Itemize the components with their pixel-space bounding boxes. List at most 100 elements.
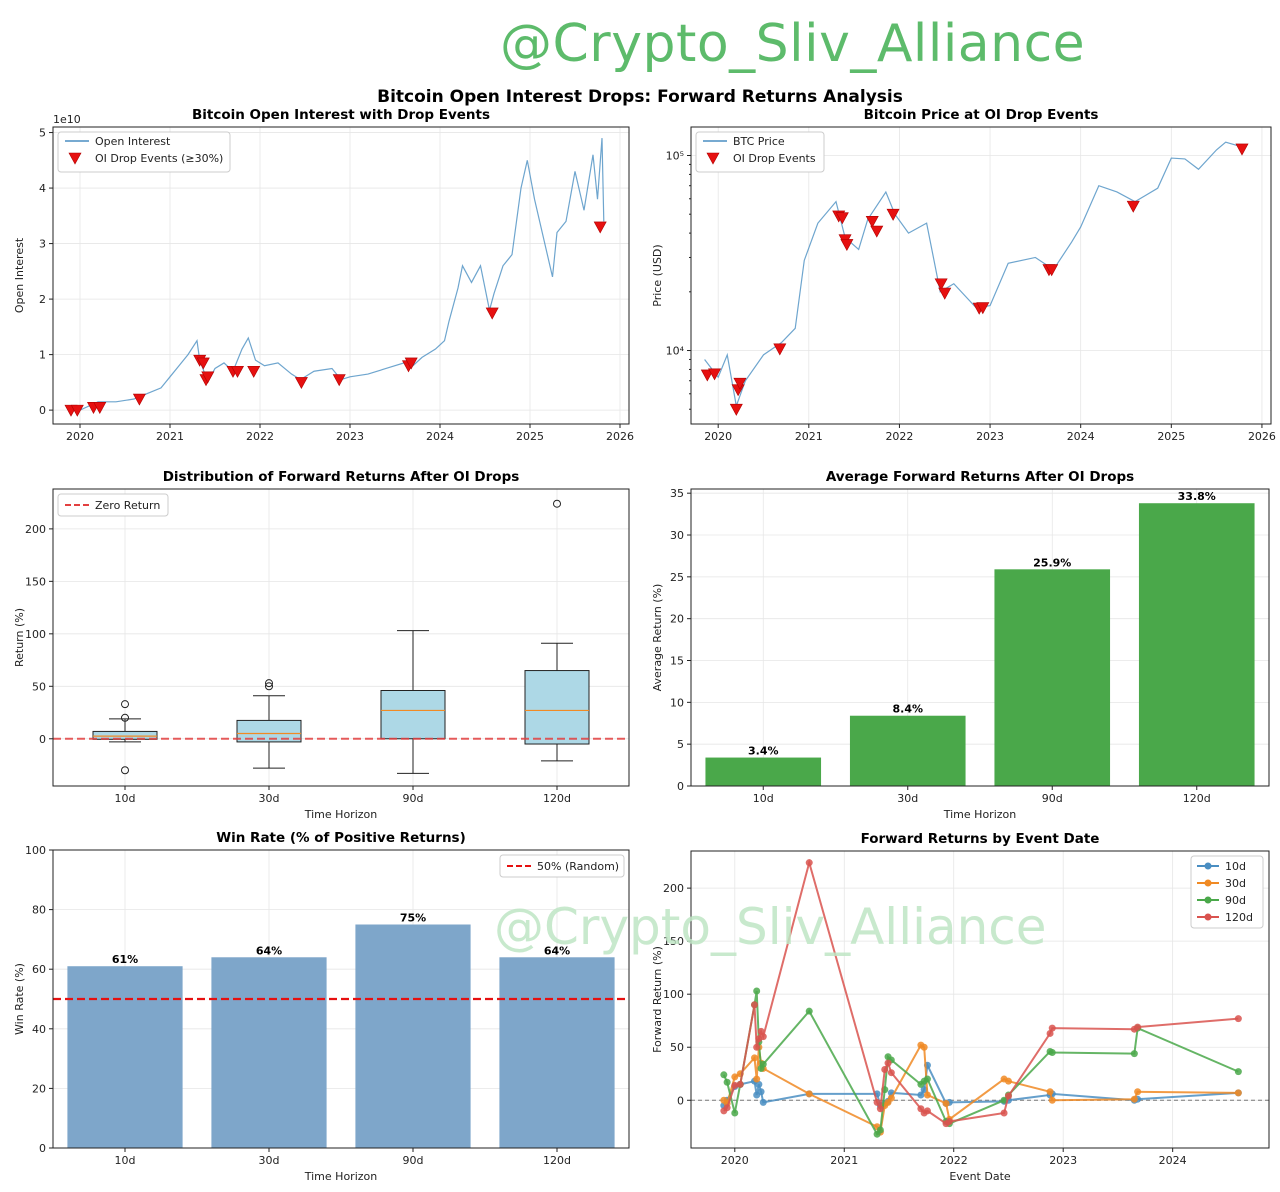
- box-iqr-box: [524, 670, 590, 745]
- win-xtick-label: 30d: [259, 1154, 280, 1167]
- win-bar-label: 64%: [256, 944, 282, 957]
- avg-xtick-label: 30d: [897, 792, 918, 805]
- event-legend: [1190, 855, 1264, 929]
- avg-ytick-label: 20: [670, 613, 684, 626]
- avg-ytick-label: 35: [670, 487, 684, 500]
- win-bar: [67, 966, 183, 1148]
- box-outlier: [121, 700, 129, 709]
- price-xtick-label: 2020: [704, 430, 732, 443]
- event-point: [720, 1071, 728, 1079]
- price-frame: [690, 126, 1272, 425]
- event-point: [753, 1043, 761, 1051]
- price-event-marker: [700, 369, 714, 382]
- price-event-marker: [840, 239, 854, 252]
- event-ytick-label: 150: [663, 935, 684, 948]
- win-xtick-label: 10d: [115, 1154, 136, 1167]
- price-event-marker: [733, 377, 747, 390]
- event-series-line: [722, 990, 1239, 1137]
- oi-event-marker: [230, 365, 245, 378]
- event-point: [945, 1117, 953, 1125]
- oi-xtick-label: 2026: [606, 430, 634, 443]
- event-xtick-label: 2022: [940, 1154, 968, 1167]
- event-series-line: [723, 1043, 1239, 1135]
- price-xtick-label: 2026: [1248, 430, 1276, 443]
- event-point: [920, 1086, 928, 1094]
- event-point: [750, 1054, 758, 1062]
- event-point: [736, 1080, 744, 1088]
- price-event-marker: [976, 302, 990, 315]
- price-event-marker: [729, 403, 743, 416]
- price-event-marker: [773, 343, 787, 356]
- event-point: [1130, 1095, 1138, 1103]
- oi-exponent: 1e10: [53, 113, 81, 126]
- event-point: [881, 1066, 889, 1074]
- win-frame: [52, 849, 630, 1149]
- event-xtick-label: 2021: [830, 1154, 858, 1167]
- price-xtick-label: 2025: [1157, 430, 1185, 443]
- oi-legend: [57, 131, 231, 173]
- box-ytick-label: 50: [32, 680, 46, 693]
- oi-event-marker: [294, 377, 308, 389]
- box-outlier: [265, 682, 273, 691]
- event-point: [1234, 1068, 1242, 1076]
- win-bar: [499, 957, 615, 1148]
- price-legend: [695, 131, 825, 173]
- win-ytick-label: 40: [32, 1023, 46, 1036]
- event-legend-label: 90d: [1225, 894, 1246, 907]
- event-point: [1130, 1050, 1138, 1058]
- price-event-marker: [708, 368, 722, 381]
- event-point: [1048, 1024, 1056, 1032]
- oi-ytick-label: 4: [39, 182, 46, 195]
- win-ytick-label: 100: [25, 844, 46, 857]
- box-legend: [57, 493, 169, 517]
- win-legend-label: 50% (Random): [537, 860, 619, 873]
- box-ytick-label: 150: [25, 575, 46, 588]
- win-ytick-label: 80: [32, 904, 46, 917]
- event-point: [805, 859, 813, 867]
- oi-event-marker: [404, 357, 418, 370]
- price-legend-label: BTC Price: [733, 135, 785, 148]
- price-xtick-label: 2021: [795, 430, 823, 443]
- oi-event-marker: [132, 393, 146, 406]
- box-xtick-label: 30d: [259, 792, 280, 805]
- win-ytick-label: 20: [32, 1082, 46, 1095]
- price-ylabel: Price (USD): [651, 244, 664, 306]
- avg-frame: [690, 488, 1270, 787]
- avg-title: Average Forward Returns After OI Drops: [826, 469, 1134, 485]
- avg-ylabel: Average Return (%): [651, 584, 664, 692]
- price-ytick-label: 10⁴: [666, 345, 685, 358]
- event-xtick-label: 2023: [1049, 1154, 1077, 1167]
- oi-event-marker: [93, 402, 107, 414]
- price-event-marker: [835, 212, 849, 225]
- event-point: [1004, 1092, 1012, 1100]
- box-xtick-label: 90d: [403, 792, 424, 805]
- event-point: [1048, 1096, 1056, 1104]
- event-title: Forward Returns by Event Date: [861, 831, 1100, 847]
- oi-legend-label: Open Interest: [95, 135, 171, 148]
- event-point: [1046, 1029, 1054, 1037]
- box-legend-label: Zero Return: [95, 499, 160, 512]
- win-ytick-label: 0: [39, 1142, 46, 1155]
- price-xtick-label: 2023: [976, 430, 1004, 443]
- event-point: [731, 1073, 739, 1081]
- win-ylabel: Win Rate (%): [13, 963, 26, 1035]
- price-legend-marker-swatch: [706, 152, 720, 165]
- oi-xtick-label: 2021: [156, 430, 184, 443]
- event-point: [876, 1105, 884, 1113]
- oi-ytick-label: 1: [39, 349, 46, 362]
- event-point: [1134, 1023, 1142, 1031]
- event-point: [750, 1001, 758, 1009]
- box-title: Distribution of Forward Returns After OI…: [163, 469, 520, 485]
- event-point: [759, 1033, 767, 1041]
- event-legend-dot-swatch: [1204, 913, 1212, 921]
- avg-ytick-label: 15: [670, 655, 684, 668]
- event-point: [805, 1090, 813, 1098]
- box-outlier: [553, 499, 561, 508]
- oi-event-marker: [485, 307, 499, 320]
- event-point: [753, 1075, 761, 1083]
- event-point: [923, 1107, 931, 1115]
- oi-legend-marker-swatch: [68, 152, 82, 165]
- event-legend-dot-swatch: [1204, 879, 1212, 887]
- event-point: [723, 1104, 731, 1112]
- win-xlabel: Time Horizon: [304, 1170, 378, 1183]
